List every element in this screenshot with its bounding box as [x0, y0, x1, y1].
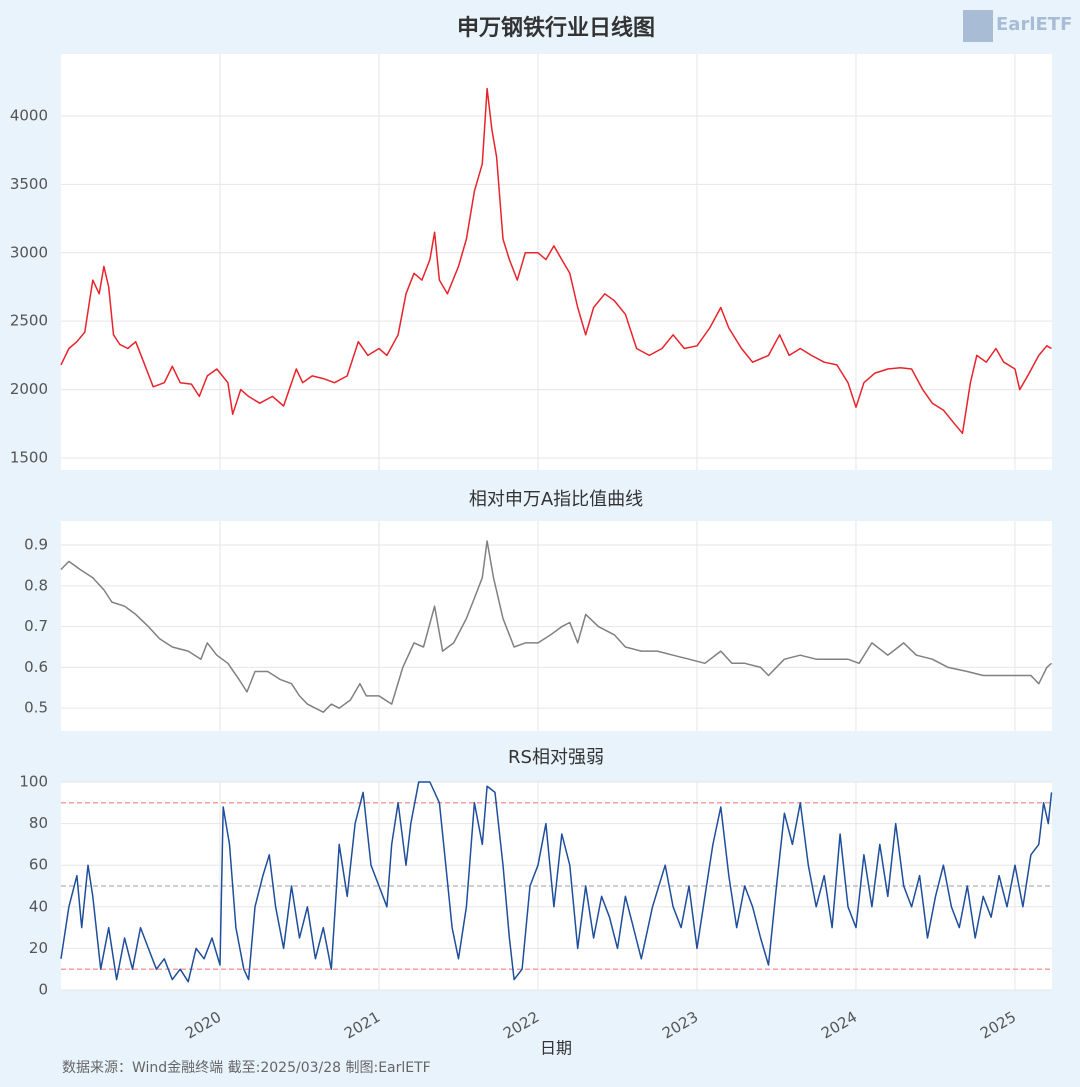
y-tick-label: 1500 — [10, 448, 48, 466]
x-tick-label: 2022 — [500, 1008, 542, 1043]
y-tick-label: 4000 — [10, 106, 48, 124]
y-tick-label: 3500 — [10, 175, 48, 193]
source-note: 数据来源：Wind金融终端 截至:2025/03/28 制图:EarlETF — [62, 1060, 431, 1076]
y-tick-label: 2500 — [10, 312, 48, 330]
logo-icon — [963, 10, 993, 42]
y-tick-label: 0.5 — [24, 699, 48, 717]
y-tick-label: 0.6 — [24, 658, 48, 676]
y-tick-label: 80 — [29, 814, 48, 832]
plot-area — [61, 521, 1052, 731]
y-tick-label: 60 — [29, 856, 48, 874]
x-tick-label: 2025 — [977, 1008, 1019, 1043]
x-tick-label: 2023 — [659, 1008, 701, 1043]
y-tick-label: 0 — [38, 981, 48, 999]
chart-title: 申万钢铁行业日线图 — [457, 15, 655, 41]
plot-area — [61, 54, 1052, 470]
chart-title: RS相对强弱 — [508, 747, 604, 768]
data-line — [60, 781, 1053, 983]
chart-title: 相对申万A指比值曲线 — [469, 489, 643, 510]
x-tick-label: 2021 — [341, 1008, 383, 1043]
y-tick-label: 0.7 — [24, 617, 48, 635]
y-tick-label: 100 — [19, 773, 48, 791]
y-tick-label: 2000 — [10, 380, 48, 398]
x-tick-label: 2024 — [818, 1008, 860, 1043]
y-tick-label: 40 — [29, 897, 48, 915]
y-tick-label: 0.9 — [24, 536, 48, 554]
x-tick-label: 2020 — [182, 1008, 224, 1043]
y-tick-label: 20 — [29, 939, 48, 957]
x-axis-label: 日期 — [540, 1039, 572, 1058]
logo: EarlETF — [996, 14, 1072, 35]
data-line — [60, 87, 1052, 435]
y-tick-label: 0.8 — [24, 576, 48, 594]
y-tick-label: 3000 — [10, 243, 48, 261]
data-line — [60, 540, 1052, 713]
